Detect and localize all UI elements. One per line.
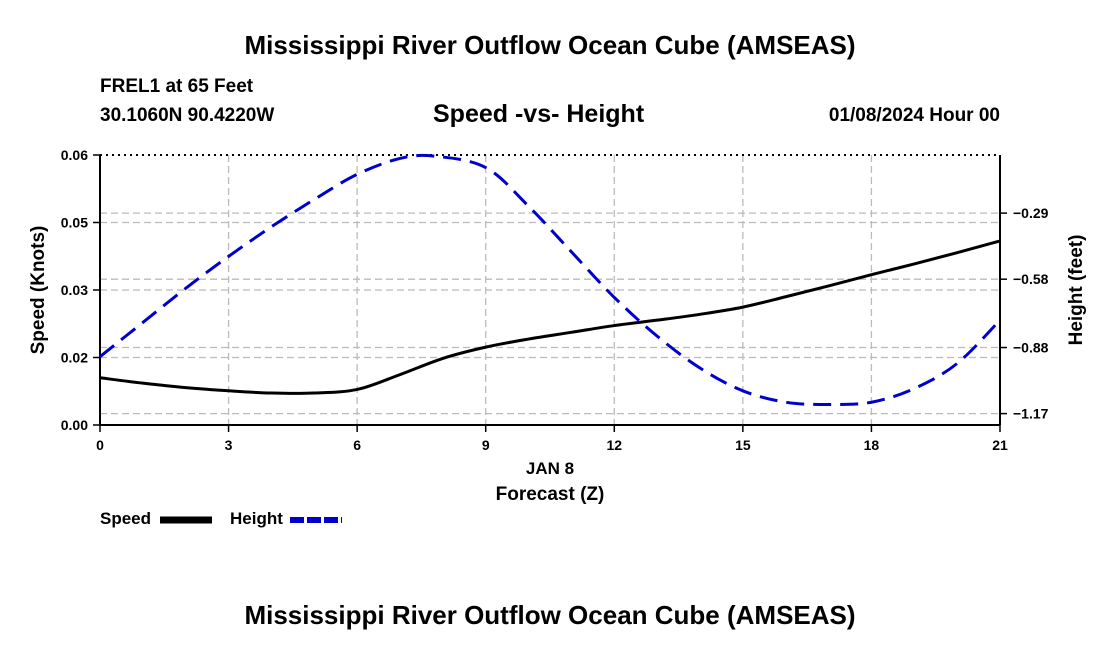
y2-tick-label: −0.58 bbox=[1013, 271, 1049, 287]
x-tick-label: 21 bbox=[992, 437, 1008, 453]
y-tick-label: 0.03 bbox=[61, 282, 88, 298]
chart-title: Mississippi River Outflow Ocean Cube (AM… bbox=[244, 30, 856, 60]
y-tick-label: 0.05 bbox=[61, 215, 88, 231]
x-tick-label: 15 bbox=[735, 437, 751, 453]
y-tick-label: 0.06 bbox=[61, 147, 88, 163]
y2-tick-label: −0.88 bbox=[1013, 340, 1049, 356]
speed-series-line bbox=[99, 239, 1001, 395]
x-tick-label: 18 bbox=[864, 437, 880, 453]
x-tick-label: 0 bbox=[96, 437, 104, 453]
x-tick-label: 9 bbox=[482, 437, 490, 453]
y-tick-label: 0.00 bbox=[61, 417, 88, 433]
legend-height-label: Height bbox=[230, 509, 283, 528]
y2-tick-label: −1.17 bbox=[1013, 406, 1049, 422]
forecast-date: 01/08/2024 Hour 00 bbox=[828, 105, 1000, 126]
x-tick-label: 3 bbox=[225, 437, 233, 453]
footer-title: Mississippi River Outflow Ocean Cube (AM… bbox=[244, 600, 856, 630]
y2-axis-label: Height (feet) bbox=[1066, 235, 1087, 346]
x-tick-label: 12 bbox=[606, 437, 622, 453]
y2-tick-label: −0.29 bbox=[1013, 205, 1049, 221]
plot-subtitle: Speed -vs- Height bbox=[433, 100, 645, 128]
x-axis-label: Forecast (Z) bbox=[496, 484, 605, 505]
legend-speed-label: Speed bbox=[100, 509, 152, 528]
station-name: FREL1 at 65 Feet bbox=[100, 76, 254, 97]
y-axis-label: Speed (Knots) bbox=[28, 226, 49, 355]
station-coordinates: 30.1060N 90.4220W bbox=[100, 105, 275, 126]
y-tick-label: 0.02 bbox=[61, 350, 88, 366]
x-axis-date-label: JAN 8 bbox=[526, 459, 574, 478]
x-tick-label: 6 bbox=[353, 437, 361, 453]
height-series-line bbox=[99, 153, 1002, 407]
